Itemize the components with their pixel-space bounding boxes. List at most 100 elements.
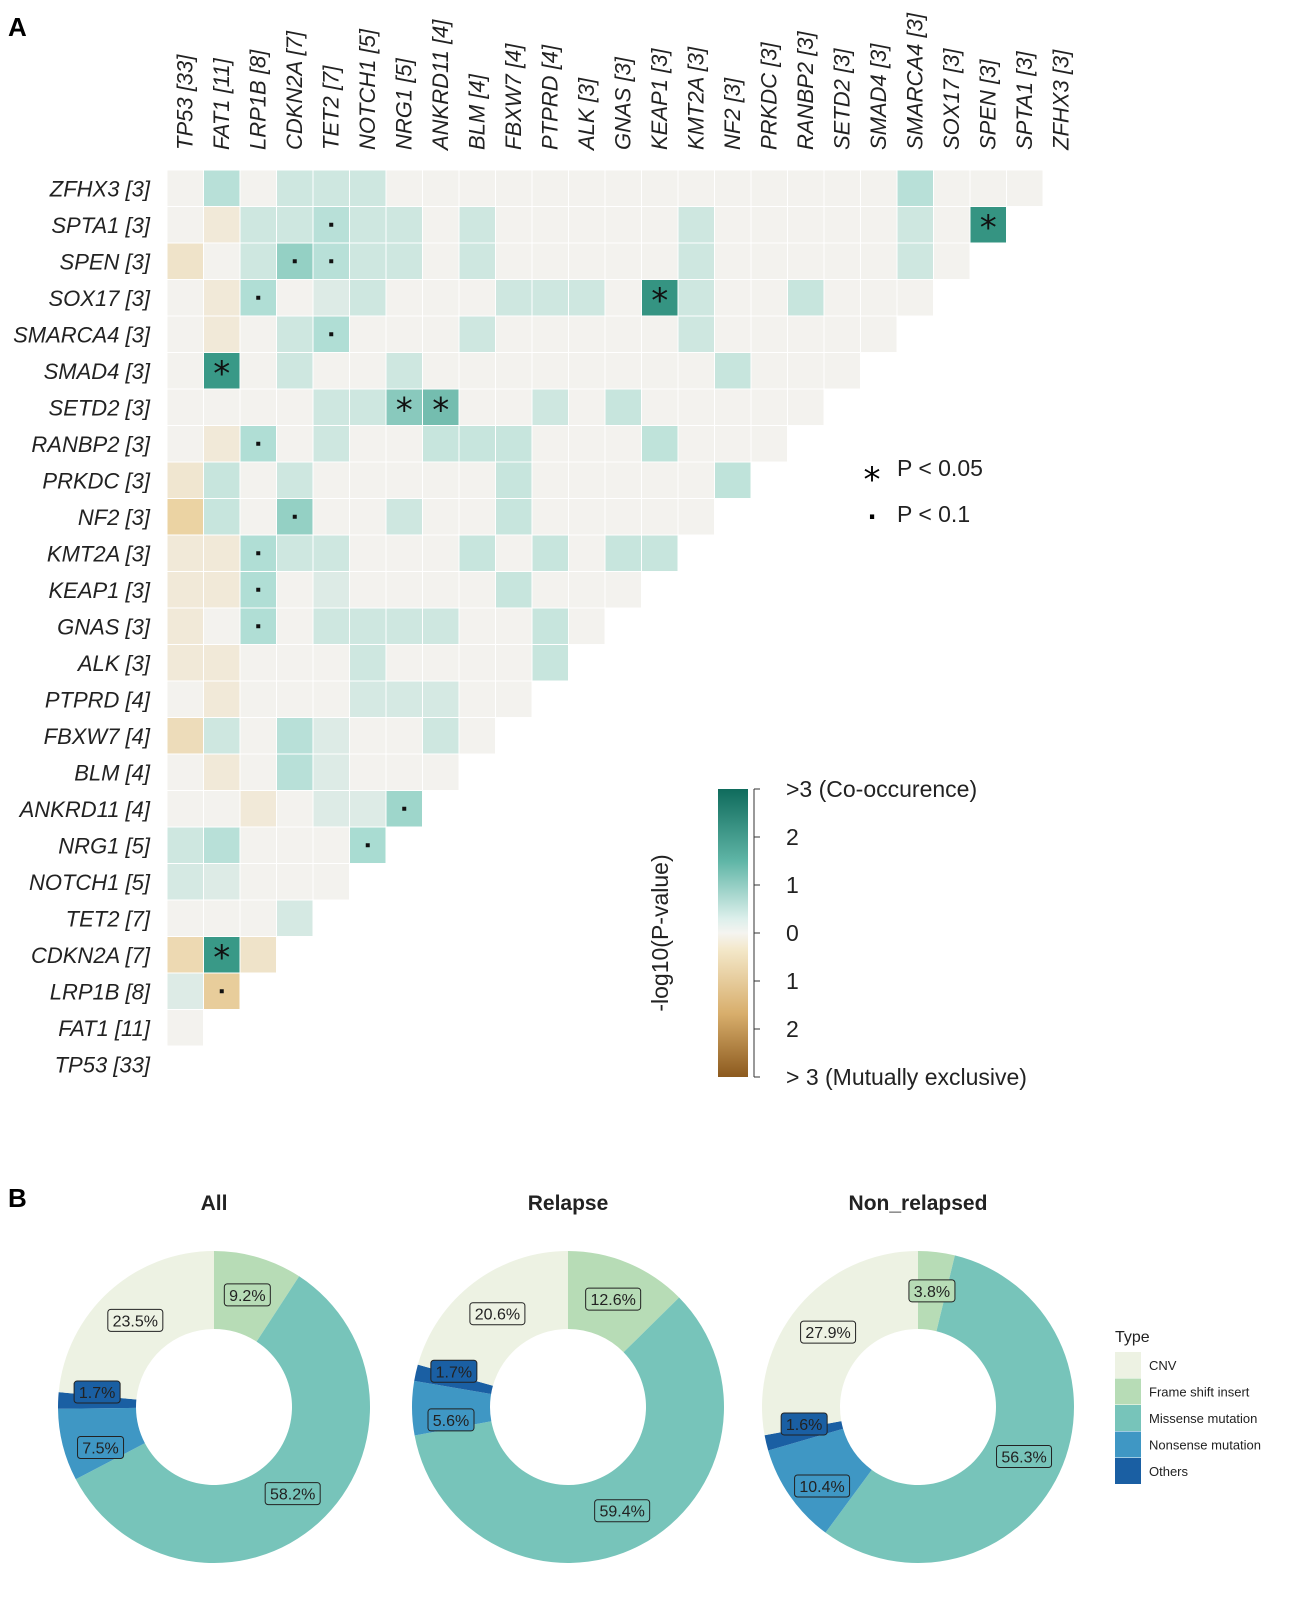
- heatmap-cell: [568, 388, 606, 426]
- heatmap-cell: [203, 461, 241, 499]
- heatmap-cell: [276, 790, 314, 828]
- heatmap-cell: [604, 425, 642, 463]
- heatmap-cell: [422, 753, 460, 791]
- sig-dot-marker: [256, 295, 261, 300]
- colorbar-tick-label: >3 (Co-occurence): [786, 776, 977, 802]
- heatmap-cell: [276, 206, 314, 244]
- heatmap-cell: [495, 242, 533, 280]
- heatmap-cell: [750, 242, 788, 280]
- heatmap-cell: [312, 534, 350, 572]
- heatmap-cell: [458, 571, 496, 609]
- sig-star-marker: *: [980, 208, 997, 248]
- heatmap-cell: [896, 242, 934, 280]
- donut-label-box: [585, 1287, 642, 1311]
- donut-label: 20.6%: [469, 1302, 526, 1326]
- heatmap-cell: [641, 169, 679, 207]
- heatmap-cell: [239, 936, 277, 974]
- heatmap-cell: [312, 826, 350, 864]
- heatmap-cell: [203, 242, 241, 280]
- heatmap-cell: [349, 753, 387, 791]
- heatmap-cell: [349, 717, 387, 755]
- type-legend-swatch-missense-mutation: [1115, 1405, 1141, 1431]
- heatmap-cell: [349, 279, 387, 317]
- sig-legend-dot-label: P < 0.1: [897, 501, 970, 527]
- row-label-notch1: NOTCH1 [5]: [29, 870, 151, 895]
- type-legend-label-others: Others: [1149, 1464, 1189, 1479]
- heatmap-cell: [714, 388, 752, 426]
- significance-legend: * P < 0.05 · P < 0.1: [864, 455, 983, 531]
- heatmap-cell: [312, 388, 350, 426]
- heatmap-cell: [933, 206, 971, 244]
- heatmap-cell: [458, 206, 496, 244]
- donut-label-text: 9.2%: [229, 1288, 265, 1305]
- heatmap-cell: [495, 169, 533, 207]
- heatmap-cell: [203, 534, 241, 572]
- heatmap-cell: [568, 498, 606, 536]
- donut-label: 58.2%: [264, 1482, 321, 1506]
- heatmap-cell: [203, 790, 241, 828]
- heatmap-cell: [312, 425, 350, 463]
- heatmap-cell: [385, 206, 423, 244]
- heatmap-cell: [203, 425, 241, 463]
- heatmap-cell: [349, 242, 387, 280]
- col-label-nf2: NF2 [3]: [720, 77, 745, 150]
- sig-dot-marker: [292, 259, 297, 264]
- type-legend-label-nonsense-mutation: Nonsense mutation: [1149, 1438, 1261, 1453]
- row-label-cdkn2a: CDKN2A [7]: [31, 943, 151, 968]
- heatmap-cell: [166, 972, 204, 1010]
- row-label-fbxw7: FBXW7 [4]: [44, 724, 151, 749]
- heatmap-cell: [422, 534, 460, 572]
- heatmap-cell: [495, 498, 533, 536]
- heatmap-cell: [239, 461, 277, 499]
- heatmap-cell: [385, 534, 423, 572]
- heatmap-cell: [495, 206, 533, 244]
- row-label-keap1: KEAP1 [3]: [48, 578, 150, 603]
- heatmap-cell: [239, 242, 277, 280]
- row-label-smad4: SMAD4 [3]: [44, 359, 151, 384]
- row-label-alk: ALK [3]: [76, 651, 151, 676]
- row-label-nrg1: NRG1 [5]: [58, 833, 151, 858]
- donut-title: All: [201, 1192, 228, 1215]
- heatmap-cell: [166, 717, 204, 755]
- donut-label-text: 12.6%: [590, 1292, 635, 1309]
- heatmap-cell: [276, 644, 314, 682]
- sig-star-marker: *: [213, 354, 230, 394]
- heatmap-cell: [823, 352, 861, 390]
- heatmap-cell: [166, 242, 204, 280]
- heatmap-cell: [568, 206, 606, 244]
- heatmap-cell: [495, 315, 533, 353]
- heatmap-cell: [312, 680, 350, 718]
- heatmap-cell: [203, 717, 241, 755]
- heatmap-cell: [349, 352, 387, 390]
- donut-label-box: [780, 1412, 828, 1436]
- row-label-ptprd: PTPRD [4]: [45, 687, 151, 712]
- type-legend-swatch-frame-shift-insert: [1115, 1378, 1141, 1405]
- heatmap-cell: [531, 534, 569, 572]
- sig-legend-dot-symbol: ·: [867, 503, 876, 531]
- donut-label: 12.6%: [585, 1287, 642, 1311]
- donut-label-box: [264, 1482, 321, 1506]
- donut-label-box: [223, 1283, 271, 1307]
- heatmap-cell: [677, 425, 715, 463]
- sig-star-marker: *: [396, 390, 413, 430]
- col-label-tet2: TET2 [7]: [318, 65, 343, 150]
- sig-star-marker: *: [213, 938, 230, 978]
- heatmap-cell: [969, 169, 1007, 207]
- heatmap-cell: [458, 461, 496, 499]
- heatmap-cell: [641, 242, 679, 280]
- heatmap-cell: [495, 461, 533, 499]
- row-label-spta1: SPTA1 [3]: [51, 213, 151, 238]
- heatmap-cell: [349, 644, 387, 682]
- heatmap-cell: [349, 498, 387, 536]
- sig-dot-marker: [256, 441, 261, 446]
- heatmap-cell: [750, 169, 788, 207]
- donut-label: 7.5%: [77, 1436, 125, 1460]
- heatmap-cell: [458, 680, 496, 718]
- heatmap-cell: [349, 388, 387, 426]
- heatmap-cell: [677, 461, 715, 499]
- heatmap-cell: [568, 315, 606, 353]
- heatmap-cell: [641, 206, 679, 244]
- heatmap-cell: [458, 388, 496, 426]
- donut-label: 59.4%: [594, 1499, 651, 1523]
- colorbar-ticks: >3 (Co-occurence) 2 1 0 1 2 > 3 (Mutually excl…: [754, 776, 1027, 1090]
